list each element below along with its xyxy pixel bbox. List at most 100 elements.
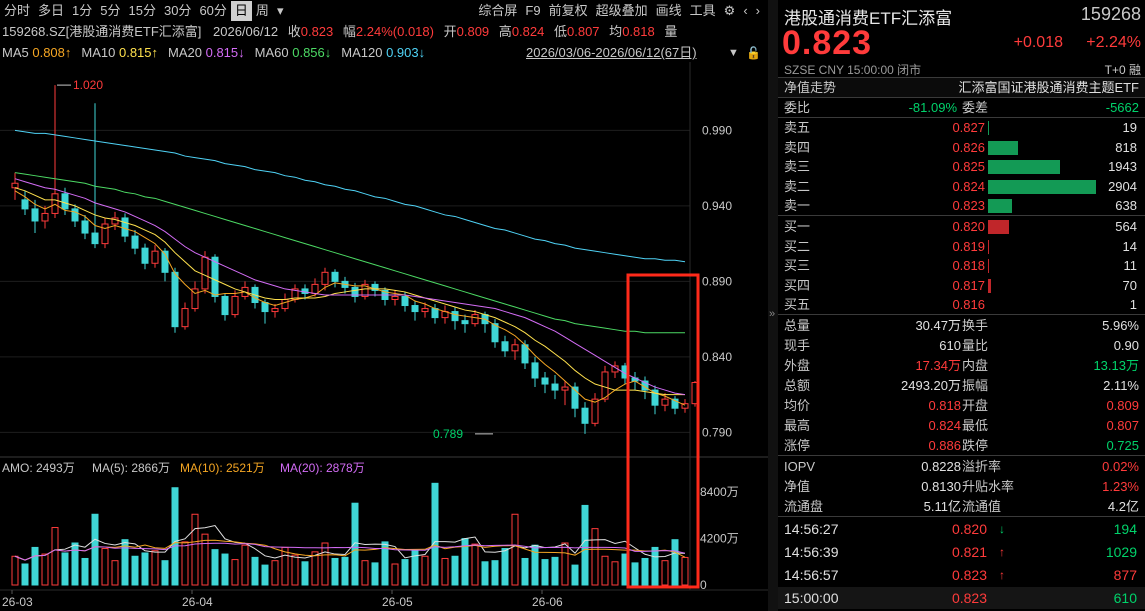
chart-panel[interactable]: 分时 多日 1分 5分 15分 30分 60分日周 ▾ 综合屏 F9 前复权 超级叠加 画线 工具 ⚙ ‹ ›… [0, 0, 768, 611]
volume-bar[interactable] [201, 533, 209, 586]
bid-row[interactable]: 买四 0.817 70 [778, 276, 1145, 295]
candle[interactable] [221, 293, 229, 321]
volume-bar[interactable] [371, 562, 379, 586]
candle[interactable] [101, 217, 109, 249]
period-tab-2[interactable]: 1分 [72, 3, 93, 18]
volume-bar[interactable] [571, 564, 579, 586]
candle[interactable] [121, 213, 129, 243]
candle[interactable] [151, 245, 159, 268]
volume-bar[interactable] [131, 555, 139, 586]
toolbar-item-4[interactable]: 画线 [655, 3, 682, 18]
period-tab-7[interactable]: 日 [230, 1, 252, 21]
candle[interactable] [381, 287, 389, 306]
candle[interactable] [671, 396, 679, 415]
candle[interactable] [581, 402, 589, 434]
volume-bar[interactable] [141, 552, 149, 586]
volume-bar[interactable] [381, 541, 389, 586]
volume-bar[interactable] [581, 504, 589, 586]
toolbar-item-0[interactable]: 综合屏 [478, 3, 518, 18]
bid-row[interactable]: 买三 0.818 11 [778, 256, 1145, 275]
period-tab-0[interactable]: 分时 [4, 3, 31, 18]
volume-bar[interactable] [41, 553, 49, 586]
ask-row[interactable]: 卖四 0.826 818 [778, 138, 1145, 157]
candle[interactable] [331, 269, 339, 288]
candle[interactable] [51, 85, 59, 218]
volume-bar[interactable] [101, 548, 109, 586]
volume-bar[interactable] [221, 553, 229, 586]
candle[interactable] [321, 267, 329, 291]
bid-row[interactable]: 买二 0.819 14 [778, 237, 1145, 256]
volume-bar[interactable] [111, 560, 119, 586]
volume-bar[interactable] [211, 549, 219, 586]
candle[interactable] [181, 302, 189, 330]
gear-icon[interactable]: ⚙ [723, 3, 736, 18]
candle[interactable] [91, 103, 99, 249]
date-range[interactable]: 2026/03/06-2026/06/12(67日) [526, 45, 697, 60]
volume-bar[interactable] [271, 560, 279, 586]
ask-row[interactable]: 卖五 0.827 19 [778, 118, 1145, 137]
ask-row[interactable]: 卖三 0.825 1943 [778, 157, 1145, 176]
volume-bar[interactable] [301, 561, 309, 586]
candle[interactable] [551, 374, 559, 400]
volume-bar[interactable] [321, 542, 329, 586]
volume-bar[interactable] [11, 555, 19, 586]
volume-bar[interactable] [31, 546, 39, 586]
volume-bar[interactable] [21, 563, 29, 586]
lock-icon[interactable]: 🔓 [746, 46, 761, 60]
bid-row[interactable]: 买五 0.816 1 [778, 295, 1145, 314]
period-tab-5[interactable]: 30分 [163, 3, 192, 18]
volume-bar[interactable] [361, 560, 369, 586]
volume-bar[interactable] [231, 559, 239, 586]
volume-bar[interactable] [421, 555, 429, 586]
candle[interactable] [591, 393, 599, 427]
candle[interactable] [541, 371, 549, 394]
volume-bar[interactable] [641, 557, 649, 586]
volume-bar[interactable] [521, 557, 529, 586]
candle[interactable] [141, 243, 149, 270]
period-tab-9[interactable]: ▾ [276, 3, 284, 18]
candle[interactable] [31, 199, 39, 234]
bid-row[interactable]: 买一 0.820 564 [778, 217, 1145, 236]
candle[interactable] [421, 302, 429, 318]
candle[interactable] [571, 382, 579, 418]
ask-row[interactable]: 卖二 0.824 2904 [778, 177, 1145, 196]
candle[interactable] [461, 314, 469, 333]
candle[interactable] [611, 361, 619, 378]
volume-bar[interactable] [191, 513, 199, 586]
volume-bar[interactable] [591, 528, 599, 586]
volume-bar[interactable] [511, 513, 519, 586]
ask-row[interactable]: 卖一 0.823 638 [778, 196, 1145, 215]
volume-bar[interactable] [341, 556, 349, 586]
volume-bar[interactable] [491, 560, 499, 586]
candle[interactable] [471, 310, 479, 327]
toolbar-item-3[interactable]: 超级叠加 [595, 3, 648, 18]
volume-bar[interactable] [311, 551, 319, 586]
candle[interactable] [451, 307, 459, 330]
next-icon[interactable]: › [755, 3, 760, 18]
volume-bar[interactable] [241, 544, 249, 586]
panel-splitter[interactable]: » [768, 0, 778, 611]
candle[interactable] [411, 301, 419, 321]
volume-bar[interactable] [441, 557, 449, 586]
candle[interactable] [41, 205, 49, 229]
toolbar-item-5[interactable]: 工具 [689, 3, 716, 18]
candle[interactable] [431, 304, 439, 324]
volume-bar[interactable] [181, 541, 189, 586]
candle[interactable] [241, 281, 249, 300]
volume-bar[interactable] [121, 539, 129, 586]
volume-bar[interactable] [681, 556, 689, 586]
volume-bar[interactable] [431, 482, 439, 586]
toolbar-item-2[interactable]: 前复权 [548, 3, 588, 18]
period-tab-4[interactable]: 15分 [128, 3, 156, 18]
candle[interactable] [511, 338, 519, 360]
volume-bar[interactable] [81, 557, 89, 586]
volume-bar[interactable] [351, 502, 359, 586]
candle[interactable] [111, 211, 119, 231]
volume-bar[interactable] [601, 555, 609, 586]
candle[interactable] [601, 365, 609, 403]
collapse-icon[interactable]: » [769, 308, 776, 320]
volume-bar[interactable] [51, 527, 59, 586]
volume-bar[interactable] [391, 563, 399, 586]
nav-trend-link[interactable]: 净值走势 [784, 80, 837, 95]
prev-icon[interactable]: ‹ [743, 3, 748, 18]
